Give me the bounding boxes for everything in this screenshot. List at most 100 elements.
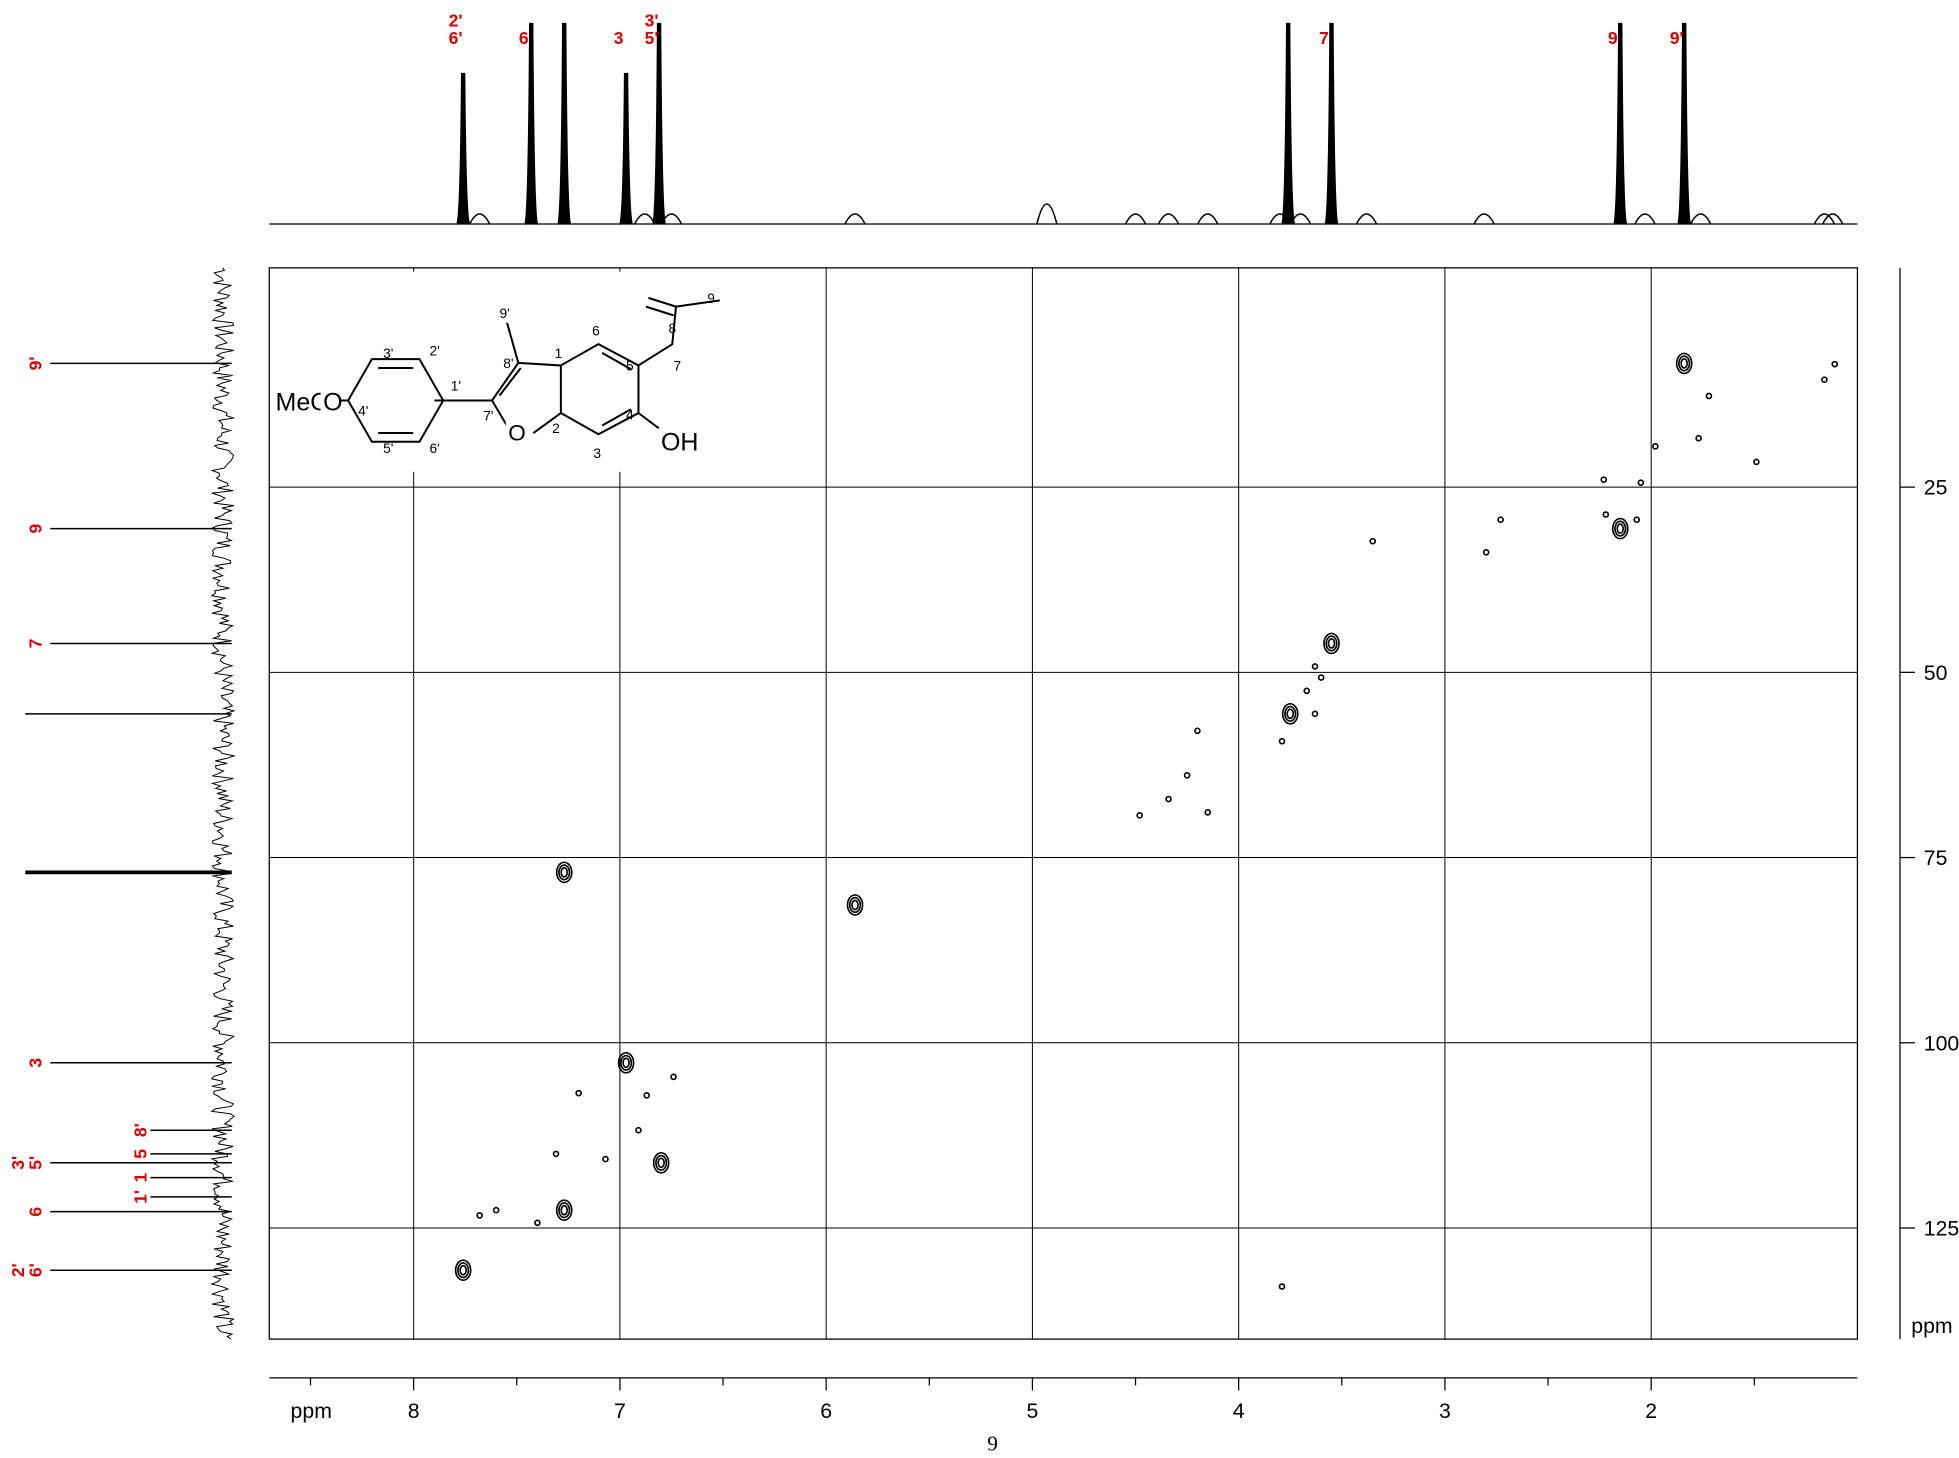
cross-peak [1165, 795, 1172, 803]
y-tick-label: 50 [1924, 661, 1948, 685]
x-tick-label: 8 [408, 1399, 420, 1423]
structure-label: O [323, 388, 342, 416]
cross-peak [1753, 458, 1760, 466]
y-tick-label: 25 [1924, 476, 1948, 500]
cross-peak [1183, 771, 1191, 779]
c13-label: 3 [25, 1058, 45, 1068]
contour [1614, 520, 1627, 537]
bond [490, 361, 562, 434]
cross-peak [1311, 663, 1319, 670]
bond [560, 343, 640, 436]
contour [1821, 376, 1828, 384]
h1-minor-peak [1355, 213, 1378, 225]
cross-peak [1675, 352, 1693, 375]
contour [617, 1051, 635, 1074]
structure-label: 6 [592, 323, 600, 338]
structure-label: 9' [500, 306, 510, 321]
contour [622, 1057, 630, 1069]
cross-peak [1651, 443, 1659, 450]
x-tick-label: 7 [614, 1399, 626, 1423]
contour [1482, 548, 1490, 556]
structure-label: 2' [429, 343, 439, 358]
h1-minor-peak [1473, 213, 1495, 225]
contour [1695, 434, 1702, 442]
contour [1675, 352, 1693, 375]
bond [645, 305, 674, 317]
contour [534, 1219, 541, 1227]
x-tick-label: 5 [1026, 1399, 1038, 1423]
structure-label: O [508, 421, 526, 446]
cross-peak [1311, 710, 1319, 718]
h1-minor-peak [1124, 213, 1147, 225]
contour [1284, 705, 1297, 722]
contour [575, 1089, 582, 1097]
h1-minor-peak [1157, 213, 1180, 225]
bond [648, 296, 677, 308]
contour [555, 1199, 573, 1222]
contour [454, 1259, 472, 1282]
contour [635, 1126, 642, 1134]
cross-peak [575, 1089, 582, 1097]
contour [655, 1154, 668, 1171]
contour [1651, 443, 1659, 450]
contour [558, 1202, 571, 1219]
c13-label: 3' [8, 1156, 28, 1170]
contour [555, 861, 573, 884]
contour [1317, 674, 1325, 681]
h1-label: 7 [1319, 28, 1329, 48]
contour [1678, 355, 1691, 372]
cross-peak [643, 1092, 651, 1099]
structure-label: 2 [552, 421, 560, 436]
structure-label: 8' [503, 356, 513, 371]
contour [1831, 360, 1839, 368]
cross-peak [1831, 360, 1839, 368]
contour [476, 1212, 483, 1219]
c13-label: 8' [131, 1123, 151, 1137]
h1-label: 5' [645, 28, 659, 48]
h1-label: 3 [614, 28, 624, 48]
h1-peak [618, 72, 634, 225]
contour [1311, 663, 1319, 670]
x-tick-label: 2 [1645, 1399, 1657, 1423]
contour [1303, 687, 1311, 695]
contour [1323, 632, 1340, 655]
contour [1278, 1283, 1286, 1290]
cross-peak [534, 1219, 541, 1227]
structure-label: 7' [483, 409, 493, 424]
cross-peak [670, 1073, 677, 1081]
contour [1183, 771, 1191, 779]
h1-label: 2' [449, 10, 463, 30]
contour [1753, 458, 1760, 466]
label-bg [320, 387, 341, 413]
structure-label: 6' [429, 441, 439, 456]
contour [1136, 812, 1143, 819]
cross-peak [1705, 392, 1713, 400]
contour [1637, 479, 1645, 486]
cross-peak [602, 1155, 609, 1163]
contour [1705, 392, 1713, 400]
structure-label: 8 [669, 321, 677, 336]
structure-label: OH [661, 429, 699, 457]
h1-minor-peak [1813, 213, 1836, 225]
h1-label: 3' [645, 10, 659, 30]
cross-peak [1194, 727, 1201, 735]
y-axis-label: ppm [1911, 1314, 1952, 1338]
h1-peak [651, 22, 667, 225]
cross-peak [1482, 548, 1490, 556]
c13-label: 9' [25, 356, 45, 370]
h1-peak [455, 72, 471, 225]
cross-peak [492, 1206, 500, 1214]
contour [851, 899, 859, 911]
cross-peak [454, 1259, 472, 1282]
cross-peak [1633, 516, 1641, 524]
cross-peak [1497, 516, 1504, 524]
c13-label: 7 [25, 639, 45, 649]
label-bg [658, 428, 694, 454]
cross-peak [1821, 376, 1828, 384]
h1-minor-peak [1036, 203, 1058, 225]
contour [848, 896, 862, 914]
structure-label: 1' [451, 378, 461, 393]
page-number: 9 [987, 1431, 998, 1453]
bond [506, 322, 520, 364]
